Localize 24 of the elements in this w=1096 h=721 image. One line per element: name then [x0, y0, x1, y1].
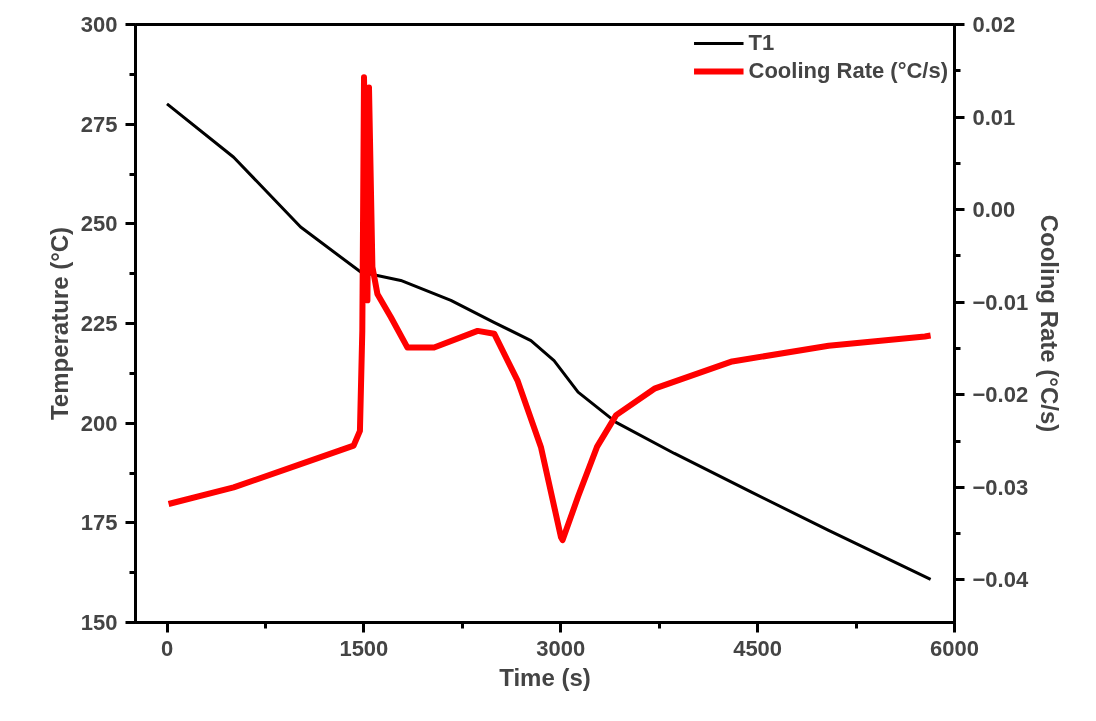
y-tick-label: 300	[80, 12, 118, 37]
y-tick-label: 225	[80, 311, 118, 336]
x-tick-label: 1500	[339, 635, 389, 661]
y2-tick-label: 0.02	[972, 12, 1016, 37]
x-axis-title: Time (s)	[499, 663, 591, 691]
y2-tick-label: 0.01	[972, 104, 1016, 130]
legend-label: T1	[748, 30, 775, 56]
legend-label: Cooling Rate (°C/s)	[748, 58, 948, 84]
x-tick-label: 4500	[733, 635, 783, 661]
x-tick-label: 0	[160, 635, 174, 661]
x-tick-label: 6000	[930, 635, 979, 661]
y2-tick-label: −0.01	[972, 289, 1029, 315]
y2-tick-label: 0.00	[972, 197, 1016, 223]
y2-tick-label: −0.02	[972, 382, 1029, 408]
y-axis-title: Temperature (°C)	[45, 226, 73, 421]
y-tick-label: 250	[80, 211, 118, 237]
x-tick-label: 3000	[536, 635, 586, 661]
y2-tick-label: −0.03	[972, 474, 1029, 500]
y-tick-label: 200	[80, 410, 118, 436]
y-tick-label: 175	[80, 510, 118, 536]
y2-tick-label: −0.04	[972, 567, 1029, 593]
y-tick-label: 150	[80, 610, 118, 635]
y-tick-label: 275	[80, 111, 118, 137]
y2-axis-title: Cooling Rate (°C/s)	[1036, 214, 1064, 433]
